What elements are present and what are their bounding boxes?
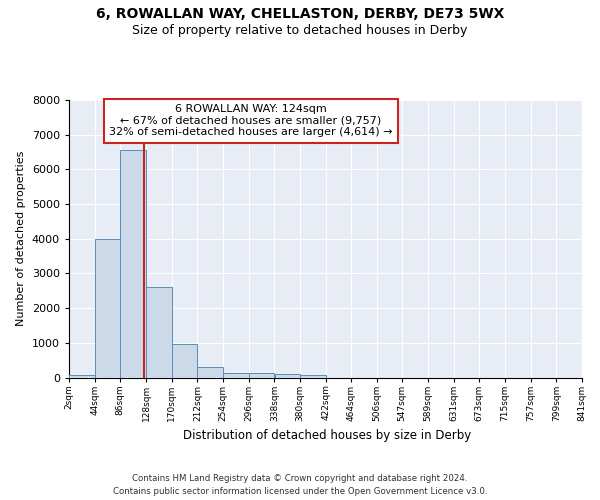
Text: 6 ROWALLAN WAY: 124sqm
← 67% of detached houses are smaller (9,757)
32% of semi-: 6 ROWALLAN WAY: 124sqm ← 67% of detached…	[109, 104, 393, 138]
Bar	[300, 375, 326, 378]
Bar	[121, 150, 146, 378]
Bar	[223, 373, 248, 378]
Bar	[95, 240, 120, 378]
Bar	[172, 344, 197, 378]
Bar	[197, 366, 223, 378]
Bar	[249, 374, 274, 378]
Bar	[69, 375, 95, 378]
Bar	[275, 374, 300, 378]
Text: Size of property relative to detached houses in Derby: Size of property relative to detached ho…	[133, 24, 467, 37]
Bar	[146, 288, 172, 378]
Y-axis label: Number of detached properties: Number of detached properties	[16, 151, 26, 326]
Text: Distribution of detached houses by size in Derby: Distribution of detached houses by size …	[183, 430, 471, 442]
Text: 6, ROWALLAN WAY, CHELLASTON, DERBY, DE73 5WX: 6, ROWALLAN WAY, CHELLASTON, DERBY, DE73…	[96, 8, 504, 22]
Text: Contains HM Land Registry data © Crown copyright and database right 2024.
Contai: Contains HM Land Registry data © Crown c…	[113, 474, 487, 496]
